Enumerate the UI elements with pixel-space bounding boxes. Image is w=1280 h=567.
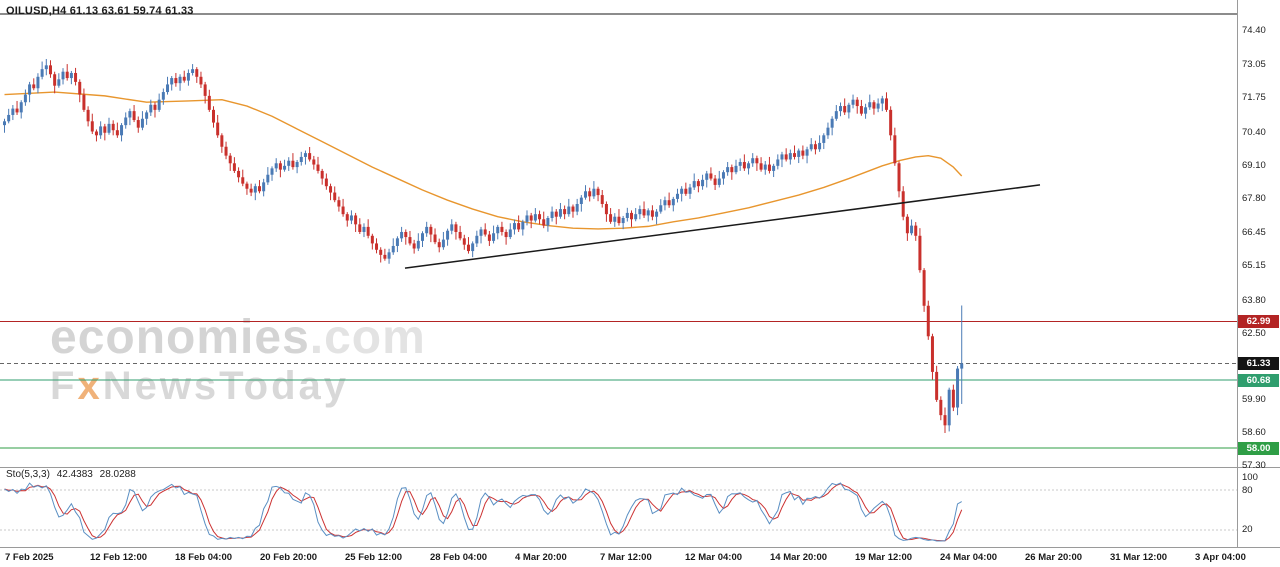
watermark-f: F (50, 364, 78, 408)
price-axis-label: 73.05 (1242, 59, 1266, 71)
price-badge-61.33: 61.33 (1238, 357, 1279, 370)
price-badge-62.99: 62.99 (1238, 314, 1279, 328)
stochastic-main-line (4, 482, 962, 542)
time-axis-label: 4 Mar 20:00 (515, 552, 567, 563)
time-axis[interactable]: 7 Feb 2025 12 Feb 12:00 18 Feb 04:00 20 Feb… (0, 548, 1280, 567)
price-axis-label: 71.75 (1242, 92, 1266, 104)
time-axis-label: 24 Mar 04:00 (940, 552, 998, 563)
price-axis[interactable]: 74.40 73.05 71.75 70.40 69.10 67.80 66.45 65.15… (1238, 0, 1280, 547)
time-axis-label: 31 Mar 12:00 (1110, 552, 1168, 563)
time-axis-label: 12 Feb 12:00 (90, 552, 148, 563)
time-axis-label: 3 Apr 04:00 (1195, 552, 1246, 563)
price-axis-label: 70.40 (1242, 126, 1266, 138)
price-axis-label: 74.40 (1242, 25, 1266, 36)
stochastic-label: Sto(5,3,3) (6, 469, 50, 480)
stochastic-signal-value: 28.0288 (99, 469, 136, 480)
stochastic-header: Sto(5,3,3) 42.4383 28.0288 (6, 469, 140, 480)
stoch-axis-label: 20 (1242, 524, 1253, 536)
time-axis-label: 19 Mar 12:00 (855, 552, 913, 563)
trendline[interactable] (404, 184, 1041, 269)
symbol-ohlc-header: OILUSD,H4 61.13 63.61 59.74 61.33 (6, 5, 194, 17)
time-axis-label: 28 Feb 04:00 (430, 552, 488, 563)
stoch-axis-label: 100 (1242, 471, 1258, 483)
stoch-axis-label: 80 (1242, 484, 1253, 496)
watermark-x: x (77, 364, 103, 408)
price-axis-label: 57.30 (1242, 460, 1266, 472)
time-axis-label: 26 Mar 20:00 (1025, 552, 1083, 563)
time-axis-label: 12 Mar 04:00 (685, 552, 743, 563)
stochastic-main-value: 42.4383 (56, 469, 93, 480)
watermark-newstoday: NewsToday (102, 364, 350, 408)
price-badge-60.68: 60.68 (1238, 373, 1279, 387)
moving-average-line[interactable] (4, 91, 963, 230)
time-axis-label: 7 Feb 2025 (5, 552, 54, 563)
price-axis-label: 62.50 (1242, 327, 1266, 339)
time-axis-label: 20 Feb 20:00 (260, 552, 318, 563)
price-axis-label: 66.45 (1242, 227, 1266, 239)
watermark-fxnewstoday: FxNewsToday (50, 366, 426, 406)
price-axis-label: 67.80 (1242, 192, 1266, 204)
price-axis-label: 65.15 (1242, 260, 1266, 272)
time-axis-label: 14 Mar 20:00 (770, 552, 828, 563)
price-axis-label: 59.90 (1242, 393, 1266, 405)
time-axis-label: 7 Mar 12:00 (600, 552, 652, 563)
time-axis-label: 25 Feb 12:00 (345, 552, 403, 563)
price-axis-label: 63.80 (1242, 294, 1266, 306)
time-axis-label: 18 Feb 04:00 (175, 552, 233, 563)
price-axis-label: 58.60 (1242, 426, 1266, 438)
stochastic-signal-line (4, 483, 963, 542)
price-badge-58.00: 58.00 (1238, 441, 1279, 455)
price-axis-label: 69.10 (1242, 159, 1266, 171)
